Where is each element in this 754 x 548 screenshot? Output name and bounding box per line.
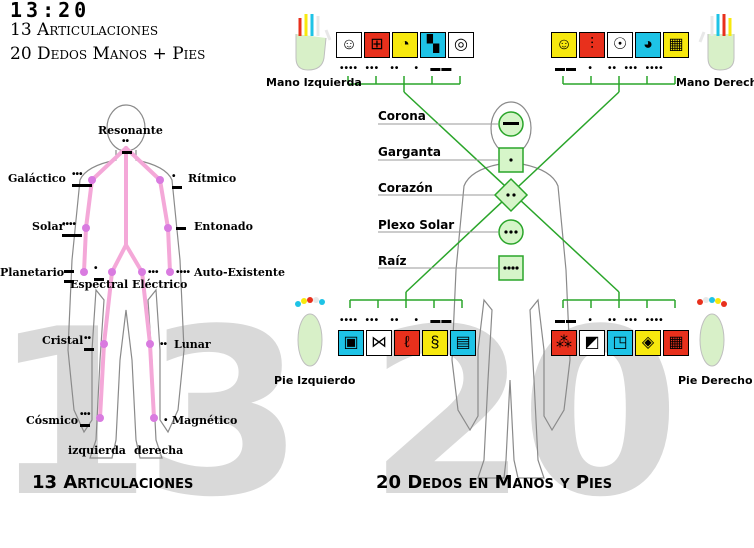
glyph-foot-left-5: ▤ (450, 330, 476, 356)
chakra-label-corazon: Corazón (378, 181, 433, 195)
joint-mark-solar: •••• ▬▬ (62, 219, 82, 240)
glyph-hand-left-4: ▚ (420, 32, 446, 58)
joint-label-galactico: Galáctico (8, 172, 66, 185)
hand-left-marks: •••• ••• •• • ▬▬ (340, 63, 453, 74)
right-foot-icon (697, 297, 727, 367)
joint-mark-cristal: •• ▬ (84, 333, 94, 354)
glyph-foot-right-2: ◩ (579, 330, 605, 356)
joint-dots (80, 176, 174, 422)
left-foot-icon (295, 297, 325, 367)
joint-mark-autoexistente: •••• (176, 267, 191, 278)
skeleton-figure (67, 14, 735, 479)
caption-articulaciones: 13 Articulaciones (32, 472, 194, 493)
glyph-hand-right-5: ▦ (663, 32, 689, 58)
joint-mark-entonado: ▬ (176, 222, 186, 233)
joint-mark-resonante: •• ▬ (122, 136, 132, 157)
foot-left-marks: •••• ••• •• • ▬▬ (340, 315, 453, 326)
glyph-hand-right-2: ⫶ (579, 32, 605, 58)
foot-right-marks: ▬▬ • •• ••• •••• (555, 315, 664, 326)
glyph-foot-left-4: § (422, 330, 448, 356)
glyph-hand-left-3: ◔ (392, 32, 418, 58)
joint-label-espectral: Espectral (70, 278, 129, 291)
joint-label-planetario: Planetario (0, 266, 65, 279)
joint-label-magnetico: Magnético (172, 414, 238, 427)
joint-mark-galactico: ••• ▬▬ (72, 169, 92, 190)
chakra-label-raiz: Raíz (378, 254, 407, 268)
glyph-hand-left-2: ⊞ (364, 32, 390, 58)
glyph-foot-right-4: ◈ (635, 330, 661, 356)
joint-label-resonante: Resonante (98, 124, 163, 137)
glyph-hand-right-1: ☺ (551, 32, 577, 58)
chakra-shapes (493, 111, 529, 281)
joint-mark-electrico: ••• (148, 267, 159, 278)
joint-mark-lunar: •• (160, 339, 168, 350)
joint-label-cosmico: Cósmico (26, 414, 79, 427)
skeleton-lines (82, 146, 172, 420)
joint-label-izquierda: izquierda (68, 444, 126, 457)
glyph-hand-left-1: ☺ (336, 32, 362, 58)
joint-mark-planetario: ▬ ▬ (64, 265, 74, 286)
chakra-label-garganta: Garganta (378, 145, 441, 159)
right-hand-icon (698, 14, 735, 71)
glyph-foot-right-5: ▦ (663, 330, 689, 356)
left-hand-icon (295, 14, 332, 71)
joint-mark-ritmico: • ▬ (172, 171, 182, 192)
caption-dedos: 20 Dedos en Manos y Pies (376, 472, 613, 493)
glyph-foot-right-3: ◳ (607, 330, 633, 356)
hand-right-marks: ▬▬ • •• ••• •••• (555, 63, 664, 74)
joint-label-lunar: Lunar (174, 338, 211, 351)
glyph-foot-right-1: ⁂ (551, 330, 577, 356)
subtitle-dedos: 20 Dedos Manos + Pies (10, 44, 206, 64)
subtitle-articulaciones: 13 Articulaciones (10, 20, 159, 40)
joint-label-cristal: Cristal (42, 334, 84, 347)
joint-mark-espectral: • ▬ (94, 263, 104, 284)
limb-label-mano-derecha: Mano Derecha (676, 76, 754, 89)
glyph-hand-left-5: ◎ (448, 32, 474, 58)
chakra-leaders (378, 123, 498, 269)
chakra-label-plexo-solar: Plexo Solar (378, 218, 455, 232)
joint-label-electrico: Eléctrico (132, 278, 188, 291)
joint-label-ritmico: Rítmico (188, 172, 237, 185)
limb-label-mano-izquierda: Mano Izquierda (266, 76, 362, 89)
glyph-hand-right-4: ◕ (635, 32, 661, 58)
glyph-foot-left-3: ℓ (394, 330, 420, 356)
limb-label-pie-izquierdo: Pie Izquierdo (274, 374, 356, 387)
chakra-label-corona: Corona (378, 109, 426, 123)
joint-label-entonado: Entonado (194, 220, 253, 233)
glyph-foot-left-2: ⋈ (366, 330, 392, 356)
page-title: 13:20 (10, 0, 91, 22)
joint-label-derecha: derecha (134, 444, 184, 457)
glyph-hand-right-3: ☉ (607, 32, 633, 58)
joint-mark-magnetico: • (164, 415, 168, 426)
joint-label-autoexistente: Auto-Existente (194, 266, 285, 279)
glyph-foot-left-1: ▣ (338, 330, 364, 356)
limb-label-pie-derecho: Pie Derecho (678, 374, 753, 387)
joint-label-solar: Solar (32, 220, 65, 233)
chakra-marks (503, 122, 519, 270)
joint-mark-cosmico: ••• ▬ (80, 409, 91, 430)
